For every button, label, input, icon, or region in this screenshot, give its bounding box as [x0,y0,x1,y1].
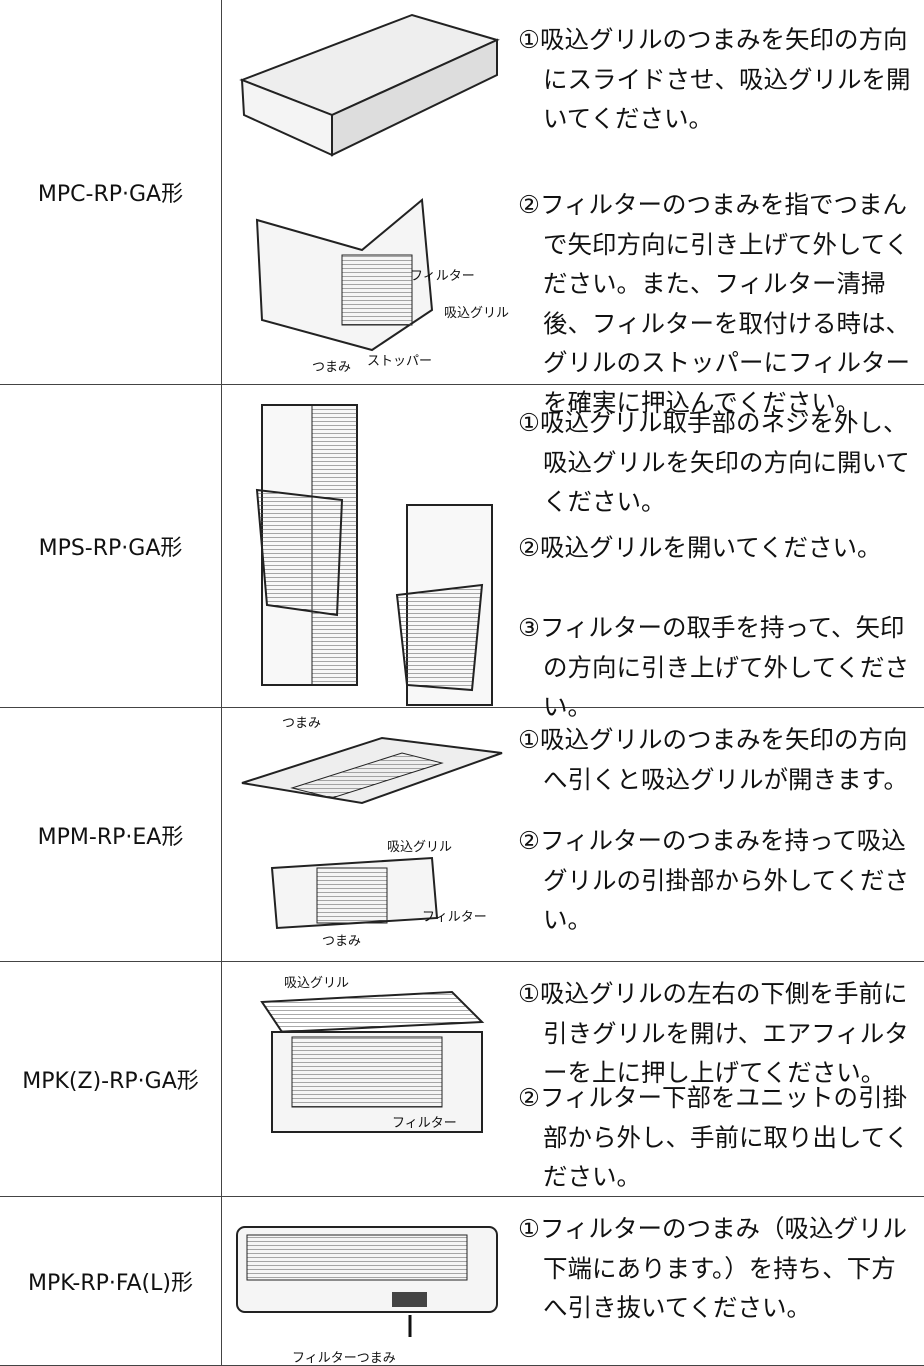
callout-label: フィルター [410,269,475,284]
instruction-step: ①吸込グリルの左右の下側を手前に引きグリルを開け、エアフィルターを上に押し上げて… [518,979,909,1087]
model-name: MPM-RP·EA形 [0,708,222,961]
illustration: つまみ 吸込グリル フィルター つまみ [222,708,512,961]
table-row: MPK(Z)-RP·GA形 吸込グリル フィルター ①吸込グリルの左右の下側を手前に引… [0,962,924,1197]
model-name: MPS-RP·GA形 [0,385,222,707]
illustration: フィルター吸込グリルストッパー つまみ [222,0,512,384]
callout-label: 吸込グリル [284,976,350,991]
instruction-step: ①吸込グリルのつまみを矢印の方向へ引くと吸込グリルが開きます。 [518,725,909,794]
model-name: MPK(Z)-RP·GA形 [0,962,222,1196]
callout-label: 吸込グリル [387,840,453,855]
callout-label: つまみ [312,360,352,375]
instruction-step: ②フィルターのつまみを指でつまんで矢印方向に引き上げて外してください。また、フィ… [518,190,911,417]
illustration-drawing [255,404,493,706]
instruction-step: ②フィルターのつまみを持って吸込グリルの引掛部から外してください。 [518,826,910,934]
instruction-step: ①フィルターのつまみ（吸込グリル下端にあります。）を持ち、下方へ引き抜いてくださ… [518,1214,907,1322]
illustration: 吸込グリルフィルター [222,962,512,1196]
table-row: MPK-RP·FA(L)形フィルターつまみ ①フィルターのつまみ（吸込グリル下端に… [0,1197,924,1366]
callout-label: フィルター [392,1116,457,1131]
illustration-drawing [241,736,503,930]
illustration: フィルターつまみ [222,1197,512,1366]
callout-label: つまみ [322,934,362,949]
illustration-drawing [239,13,500,352]
instruction-step: ③フィルターの取手を持って、矢印の方向に引き上げて外してください。 [518,613,910,721]
callout-label: ストッパー [367,354,433,369]
callout-label: フィルター [422,910,487,925]
illustration [222,385,512,707]
callout-label: フィルターつまみ [292,1351,396,1366]
model-name: MPK-RP·FA(L)形 [0,1197,222,1365]
callout-label: 吸込グリル [444,306,510,321]
table-row: MPC-RP·GA形 フィルター 吸込グリル ストッパー つまみ ①吸込グリルのつまみを矢… [0,0,924,417]
illustration-drawing [260,990,485,1133]
instruction-step: ②フィルター下部をユニットの引掛部から外し、手前に取り出してください。 [518,1083,910,1191]
model-name: MPC-RP·GA形 [0,0,222,384]
table-row: MPM-RP·EA形 つまみ 吸込グリル フィルター つまみ ①吸込グリルのつまみを矢印の… [0,708,924,962]
instruction-step: ①吸込グリル取手部のネジを外し、吸込グリルを矢印の方向に開いてください。 [518,408,910,516]
instruction-step: ②吸込グリルを開いてください。 [518,533,882,562]
illustration-drawing [236,1226,498,1337]
instruction-step: ①吸込グリルのつまみを矢印の方向にスライドさせ、吸込グリルを開いてください。 [518,25,911,133]
callout-label: つまみ [282,716,322,731]
table-row: MPS-RP·GA形 ①吸込グリル取手部のネジを外し、吸込グリルを矢印の方向に開い… [0,385,924,721]
